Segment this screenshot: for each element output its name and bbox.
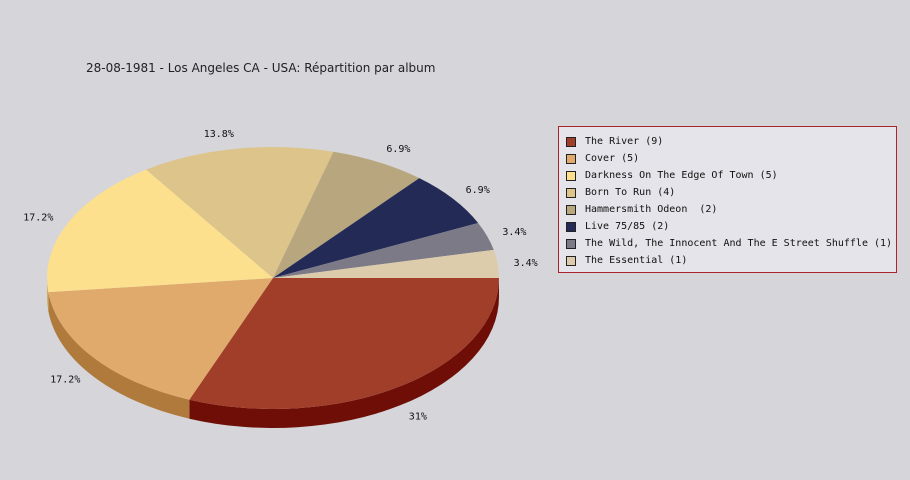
pie-slice-7 [273, 249, 499, 278]
legend-swatch-6 [566, 238, 576, 249]
pie-slice-4 [273, 151, 420, 278]
legend-swatch-3 [566, 187, 576, 198]
legend-item-3: Born To Run (4) [566, 184, 896, 201]
pie-slice-3 [146, 146, 334, 278]
legend-swatch-1 [566, 153, 576, 164]
pie-slice-5 [273, 178, 479, 278]
legend-label-6: The Wild, The Innocent And The E Street … [585, 238, 893, 249]
pie-label-6: 3.4% [502, 227, 526, 238]
pie-label-4: 6.9% [386, 144, 410, 155]
pie-label-5: 6.9% [466, 185, 490, 196]
chart-legend: The River (9) Cover (5) Darkness On The Ed… [558, 126, 897, 273]
legend-swatch-5 [566, 221, 576, 232]
legend-item-0: The River (9) [566, 133, 896, 150]
legend-item-5: Live 75/85 (2) [566, 218, 896, 235]
pie-slice-1 [48, 278, 273, 400]
pie-side-2 [46, 278, 49, 312]
pie-label-0: 31% [409, 411, 427, 422]
pie-label-2: 17.2% [23, 212, 53, 223]
pie-slice-6 [273, 222, 494, 278]
chart-title: 28-08-1981 - Los Angeles CA - USA: Répar… [86, 61, 436, 75]
legend-swatch-4 [566, 204, 576, 215]
legend-swatch-7 [566, 255, 576, 266]
legend-item-7: The Essential (1) [566, 252, 896, 269]
legend-label-3: Born To Run (4) [585, 187, 676, 198]
legend-label-7: The Essential (1) [585, 255, 688, 266]
pie-label-7: 3.4% [514, 258, 538, 269]
legend-item-6: The Wild, The Innocent And The E Street … [566, 235, 896, 252]
pie-side-1 [48, 292, 190, 419]
legend-label-0: The River (9) [585, 136, 664, 147]
legend-label-2: Darkness On The Edge Of Town (5) [585, 170, 778, 181]
legend-label-1: Cover (5) [585, 153, 640, 164]
pie-slice-0 [189, 278, 499, 410]
legend-label-4: Hammersmith Odeon (2) [585, 204, 718, 215]
pie-label-3: 13.8% [204, 129, 234, 140]
pie-label-1: 17.2% [50, 374, 80, 385]
pie-side-0 [189, 278, 500, 429]
pie-slice-2 [46, 169, 273, 293]
legend-item-1: Cover (5) [566, 150, 896, 167]
legend-swatch-0 [566, 136, 576, 147]
legend-label-5: Live 75/85 (2) [585, 221, 670, 232]
legend-item-2: Darkness On The Edge Of Town (5) [566, 167, 896, 184]
legend-item-4: Hammersmith Odeon (2) [566, 201, 896, 218]
legend-swatch-2 [566, 170, 576, 181]
